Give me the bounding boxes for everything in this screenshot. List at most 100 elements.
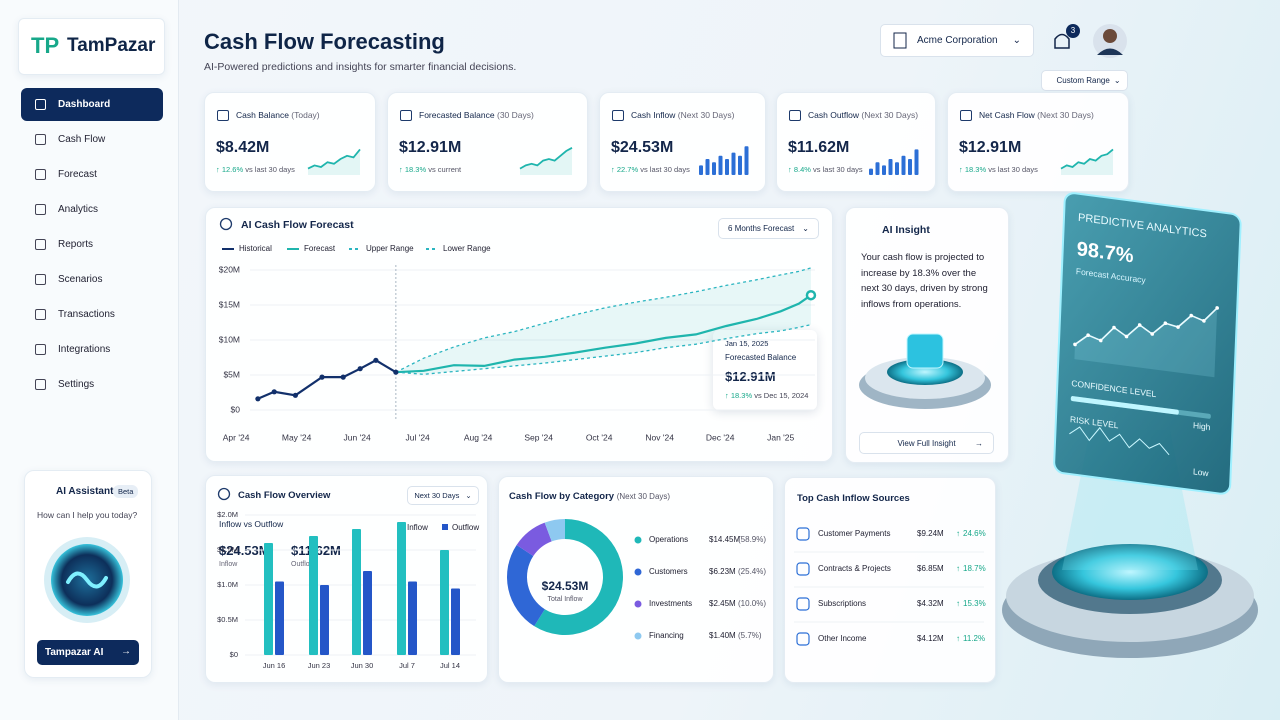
period: (30 Days) <box>496 110 534 120</box>
inflow-caption: Inflow <box>219 561 238 568</box>
nav-label: Cash Flow <box>58 134 106 145</box>
label: Cash Outflow <box>808 110 860 120</box>
nav-item[interactable]: Cash Flow <box>21 123 163 156</box>
forecast-title: AI Cash Flow Forecast <box>241 219 354 231</box>
tooltip-label: Forecasted Balance <box>725 353 797 362</box>
label: Cash Inflow <box>631 110 676 120</box>
nav-label: Settings <box>58 379 95 390</box>
change: 18.3% <box>964 165 987 174</box>
chevron: ⌄ <box>802 224 809 233</box>
kpi-value: $12.91M <box>399 139 462 156</box>
inflow-total: $24.53M <box>219 543 270 558</box>
overview-select[interactable]: Next 30 Days ⌄ <box>407 486 479 505</box>
category-card: Cash Flow by Category (Next 30 Days) <box>498 476 774 683</box>
logo-mark: TP <box>31 33 60 58</box>
period: (Next 30 Days) <box>677 110 735 120</box>
comparison: vs last 30 days <box>988 165 1038 174</box>
period: (Next 30 Days) <box>1037 110 1094 120</box>
nav-icon <box>35 274 46 285</box>
pedestal-ring <box>1038 546 1222 614</box>
avatar-body <box>1097 48 1123 55</box>
nav-item[interactable]: Integrations <box>21 333 163 366</box>
kpi-label: Net Cash Flow (Next 30 Days) <box>979 110 1094 120</box>
confidence-label: CONFIDENCE LEVEL <box>1071 378 1156 399</box>
nav-item[interactable]: Reports <box>21 228 163 261</box>
insight-text: Your cash flow is projected to increase … <box>861 252 988 310</box>
nav-label: Dashboard <box>58 99 111 110</box>
arrow: ↑ <box>399 165 405 174</box>
tooltip-change: ↑ 18.3% vs Dec 15, 2024 <box>725 391 809 400</box>
arrow: ↑ <box>959 165 965 174</box>
risk-wave <box>1069 426 1170 456</box>
pedestal-glow <box>1052 544 1208 600</box>
panel-point <box>1189 313 1194 318</box>
panel-area <box>1074 307 1218 378</box>
confidence: High <box>1193 420 1211 432</box>
nav-icon <box>35 134 46 145</box>
comparison: vs last 30 days <box>245 165 295 174</box>
nav-label: Forecast <box>58 169 97 180</box>
panel-point <box>1098 338 1103 343</box>
category-title: Cash Flow by Category (Next 30 Days) <box>509 491 670 502</box>
kpi-change: ↑ 22.7% vs last 30 days <box>611 165 690 174</box>
sidebar: TP TamPazar Dashboard Cash Flow Forecast An… <box>0 0 179 720</box>
change: 12.6% <box>221 165 244 174</box>
arrow: ↑ <box>216 165 222 174</box>
avatar <box>1093 24 1127 58</box>
nav-item[interactable]: Scenarios <box>21 263 163 296</box>
nav-item[interactable]: Settings <box>21 368 163 401</box>
tooltip: Jan 15, 2025 Forecasted Balance $12.91M … <box>713 330 817 410</box>
kpi-icon <box>400 110 412 121</box>
light-beam <box>1062 430 1198 570</box>
panel-point <box>1073 342 1077 347</box>
risk-label: RISK LEVEL <box>1070 414 1119 430</box>
panel-point <box>1112 325 1116 330</box>
overview-title: Cash Flow Overview <box>238 490 331 501</box>
panel-point <box>1163 321 1168 326</box>
overview-range: Next 30 Days <box>414 491 460 500</box>
nav-item[interactable]: Forecast <box>21 158 163 191</box>
nav-icon <box>35 344 46 355</box>
range: Custom Range <box>1056 76 1110 85</box>
nav-item[interactable]: Dashboard <box>21 88 163 121</box>
panel-point <box>1176 325 1180 329</box>
badge: Beta <box>113 485 139 498</box>
change: 22.7% <box>616 165 639 174</box>
nav-label: Integrations <box>58 344 111 355</box>
company-select[interactable]: Acme Corporation ⌄ <box>880 24 1034 57</box>
period: (Today) <box>291 110 320 120</box>
nav-item[interactable]: Analytics <box>21 193 163 226</box>
period: (Next 30 Days) <box>616 492 671 501</box>
nav-label: Scenarios <box>58 274 103 285</box>
assistant-button[interactable]: Tampazar AI → <box>37 640 139 665</box>
panel-point <box>1215 306 1219 310</box>
forecast-select[interactable]: 6 Months Forecast ⌄ <box>718 218 819 239</box>
nav-icon <box>35 239 46 250</box>
panel-point <box>1150 332 1154 336</box>
accuracy: 98.7% <box>1076 238 1134 267</box>
assistant-card: AI Assistant Beta How can I help you tod… <box>24 470 152 678</box>
panel-frame <box>1053 192 1242 495</box>
period: (Next 30 Days) <box>861 110 919 120</box>
forecast-card: AI Cash Flow Forecast 6 Months Forecast ⌄… <box>205 207 833 462</box>
change: 18.3% <box>730 391 753 400</box>
nav-icon <box>35 379 46 390</box>
nav-item[interactable]: Transactions <box>21 298 163 331</box>
panel-line <box>1074 307 1218 346</box>
kpi-card: Net Cash Flow (Next 30 Days) $12.91M ↑ 18.… <box>947 92 1129 192</box>
range-select[interactable]: Custom Range ⌄ <box>1041 70 1128 91</box>
insight-button[interactable]: View Full Insight → <box>859 432 994 454</box>
tooltip-date: Jan 15, 2025 <box>725 339 769 348</box>
kpi-icon <box>217 110 229 121</box>
overview-card: Cash Flow Overview Next 30 Days ⌄ Inflow … <box>205 475 488 683</box>
accuracy-label: Forecast Accuracy <box>1076 266 1147 285</box>
label: Cash Balance <box>236 110 289 120</box>
arrow: ↑ <box>788 165 794 174</box>
kpi-change: ↑ 18.3% vs last 30 days <box>959 165 1038 174</box>
kpi-label: Cash Outflow (Next 30 Days) <box>808 110 918 120</box>
kpi-change: ↑ 18.3% vs current <box>399 165 461 174</box>
kpi-value: $11.62M <box>788 139 850 156</box>
comparison: vs current <box>428 165 462 174</box>
nav-label: Analytics <box>58 204 99 215</box>
